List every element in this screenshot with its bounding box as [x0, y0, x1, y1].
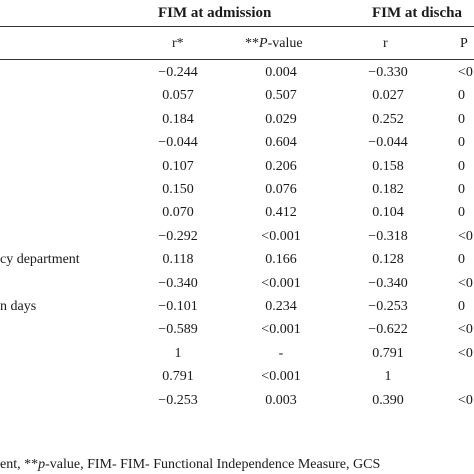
cell-p-admission: 0.166	[265, 252, 297, 268]
cell-p-admission: -	[278, 345, 284, 361]
table-row: −0.044 0.604 −0.044 0	[0, 131, 474, 154]
cell-r-admission: −0.044	[158, 135, 198, 151]
cell-r-admission: 0.791	[162, 369, 194, 385]
table-row: 0.150 0.076 0.182 0	[0, 178, 474, 201]
cell-r-admission: −0.244	[158, 65, 198, 80]
cell-r-discharge: −0.253	[368, 299, 408, 314]
cell-r-discharge: 0.128	[372, 252, 404, 268]
table-row: −0.253 0.003 0.390 <0	[0, 389, 474, 412]
footnote-italic: p	[38, 457, 46, 472]
footnote-prefix: ent, **	[0, 457, 39, 472]
cell-r-discharge: 0.158	[372, 158, 404, 174]
cell-p-admission: <0.001	[261, 322, 301, 338]
cell-r-admission: −0.101	[158, 299, 198, 314]
subheader-p-admission-prefix: **	[245, 36, 259, 51]
cell-p-admission: 0.604	[265, 135, 297, 151]
cell-r-admission: 0.118	[162, 252, 194, 268]
cell-r-discharge: −0.318	[368, 228, 408, 244]
cell-r-admission: 0.057	[162, 88, 194, 104]
cell-p-admission: 0.076	[265, 182, 297, 197]
cell-r-discharge: −0.340	[368, 275, 408, 291]
cell-r-admission: 0.107	[162, 158, 194, 174]
table-row: 0.070 0.412 0.104 0	[0, 201, 474, 224]
cell-p-discharge: 0	[458, 182, 465, 197]
group-header-fim-admission: FIM at admission	[158, 5, 272, 21]
cell-p-discharge: 0	[458, 299, 465, 314]
cell-p-discharge: <0	[458, 228, 473, 244]
table-row: 0.107 0.206 0.158 0	[0, 155, 474, 178]
cell-p-admission: <0.001	[261, 275, 301, 291]
subheader-p-admission-suffix: -value	[267, 36, 303, 51]
cell-p-discharge: 0	[458, 88, 465, 104]
cell-r-discharge: 0.182	[372, 182, 404, 197]
cell-p-discharge: <0	[458, 65, 473, 80]
cell-p-discharge: <0	[458, 345, 473, 361]
table-row: −0.292 <0.001 −0.318 <0	[0, 225, 474, 248]
cell-r-admission: −0.589	[158, 322, 198, 338]
cell-r-admission: 0.070	[162, 205, 194, 221]
table-row: n days −0.101 0.234 −0.253 0	[0, 295, 474, 318]
table-row: −0.244 0.004 −0.330 <0	[0, 61, 474, 84]
cell-r-discharge: 1	[384, 369, 392, 385]
cell-p-admission: 0.003	[265, 392, 297, 408]
cell-r-admission: 1	[174, 345, 182, 361]
cell-p-discharge: 0	[458, 111, 465, 127]
cell-r-admission: 0.150	[162, 182, 194, 197]
subheader-p-admission-italic: P	[259, 36, 268, 51]
table-row: 1 - 0.791 <0	[0, 342, 474, 365]
cell-r-admission: −0.253	[158, 392, 198, 408]
cell-p-admission: 0.507	[265, 88, 297, 104]
table-row: cy department 0.118 0.166 0.128 0	[0, 248, 474, 271]
cell-p-admission: 0.206	[265, 158, 297, 174]
cell-p-discharge: 0	[458, 252, 465, 268]
cell-p-discharge: <0	[458, 392, 473, 408]
cell-p-discharge: 0	[458, 135, 465, 151]
subheader-p-admission: **P-value	[245, 36, 303, 52]
cell-p-discharge: 0	[458, 158, 465, 174]
cell-r-discharge: 0.390	[372, 392, 404, 408]
cell-r-discharge: −0.330	[368, 65, 408, 80]
cell-r-discharge: 0.791	[372, 345, 404, 361]
cell-p-admission: 0.412	[265, 205, 297, 221]
cell-p-admission: <0.001	[261, 369, 301, 385]
cell-p-discharge: <0	[458, 275, 473, 291]
cell-r-discharge: −0.622	[368, 322, 408, 338]
cell-p-discharge: <0	[458, 322, 473, 338]
group-header-fim-discharge: FIM at discha	[372, 5, 462, 21]
top-rule	[0, 26, 474, 27]
table-row: 0.057 0.507 0.027 0	[0, 84, 474, 107]
cell-p-admission: 0.029	[265, 111, 297, 127]
cell-r-admission: −0.292	[158, 228, 198, 244]
subheader-r-discharge: r	[383, 36, 388, 51]
cell-p-admission: 0.234	[265, 299, 297, 314]
footnote-suffix: -value, FIM- FIM- Functional Independenc…	[45, 457, 381, 472]
cell-r-admission: −0.340	[158, 275, 198, 291]
cell-p-admission: 0.004	[265, 65, 297, 80]
subheader-p-discharge: P	[460, 36, 468, 51]
cell-r-discharge: 0.027	[372, 88, 404, 104]
footnote: ent, **p-value, FIM- FIM- Functional Ind…	[0, 457, 380, 473]
cell-r-admission: 0.184	[162, 111, 194, 127]
cell-r-discharge: 0.252	[372, 111, 404, 127]
cell-p-discharge: 0	[458, 205, 465, 221]
header-rule	[0, 59, 474, 60]
subheader-r-admission: r*	[172, 36, 184, 51]
table-row: 0.791 <0.001 1	[0, 365, 474, 388]
table-row: −0.589 <0.001 −0.622 <0	[0, 318, 474, 341]
table-row: −0.340 <0.001 −0.340 <0	[0, 272, 474, 295]
cell-p-admission: <0.001	[261, 228, 301, 244]
table-row: 0.184 0.029 0.252 0	[0, 108, 474, 131]
cell-r-discharge: −0.044	[368, 135, 408, 151]
cell-r-discharge: 0.104	[372, 205, 404, 221]
cell-row-label: n days	[0, 299, 37, 314]
cell-row-label: cy department	[0, 252, 80, 268]
